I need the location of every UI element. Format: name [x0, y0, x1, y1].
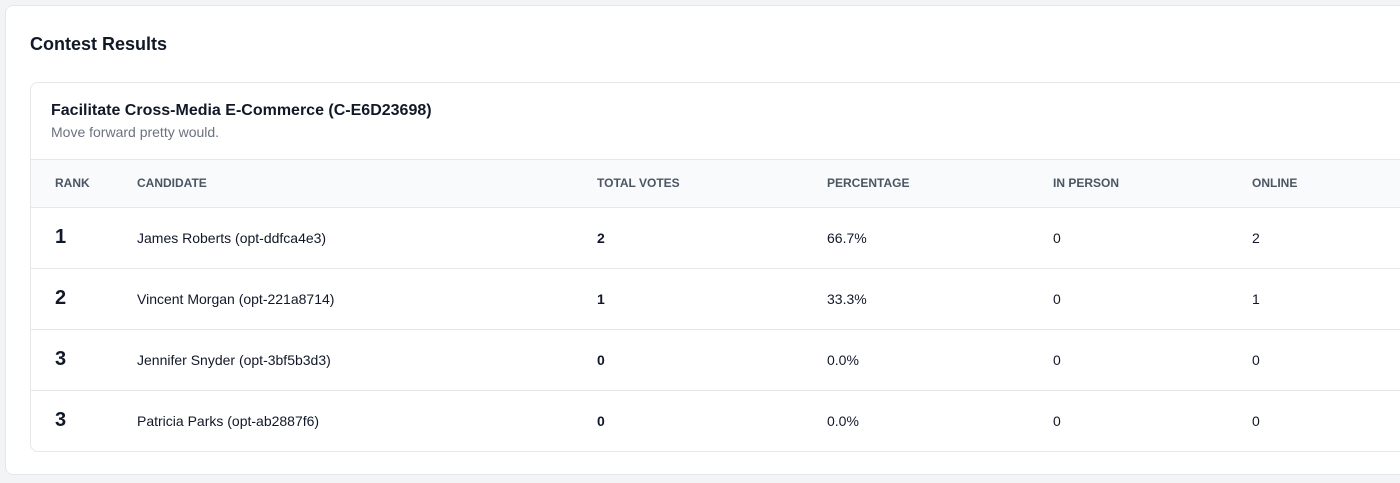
results-table: RANK CANDIDATE TOTAL VOTES PERCENTAGE IN…	[31, 160, 1400, 451]
percentage-cell: 0.0%	[827, 351, 859, 368]
table-row: 3 Jennifer Snyder (opt-3bf5b3d3) 0 0.0% …	[31, 329, 1400, 390]
rank-cell: 3	[55, 409, 67, 432]
contest-header: Facilitate Cross-Media E-Commerce (C-E6D…	[31, 83, 1400, 160]
candidate-cell: Patricia Parks (opt-ab2887f6)	[137, 412, 320, 429]
rank-cell: 1	[55, 226, 67, 248]
results-panel: Contest Results Facilitate Cross-Media E…	[5, 5, 1400, 475]
contest-card: Facilitate Cross-Media E-Commerce (C-E6D…	[30, 82, 1400, 452]
table-row: 3 Patricia Parks (opt-ab2887f6) 0 0.0% 0…	[31, 390, 1400, 451]
total-votes-cell: 1	[597, 290, 605, 307]
in-person-cell: 0	[1053, 412, 1061, 429]
percentage-cell: 33.3%	[827, 290, 867, 307]
in-person-cell: 0	[1053, 290, 1061, 307]
candidate-cell: Jennifer Snyder (opt-3bf5b3d3)	[137, 351, 331, 368]
in-person-cell: 0	[1053, 351, 1061, 368]
online-cell: 1	[1252, 290, 1260, 307]
percentage-column-header: PERCENTAGE	[827, 176, 910, 191]
candidate-cell: James Roberts (opt-ddfca4e3)	[137, 229, 327, 246]
online-cell: 0	[1252, 412, 1260, 429]
in-person-cell: 0	[1053, 229, 1061, 246]
rank-cell: 3	[55, 348, 67, 370]
online-cell: 0	[1252, 351, 1260, 368]
total-votes-column-header: TOTAL VOTES	[597, 176, 680, 191]
total-votes-cell: 0	[597, 351, 605, 368]
page-title: Contest Results	[30, 34, 168, 54]
total-votes-cell: 2	[597, 229, 605, 246]
table-row: 1 James Roberts (opt-ddfca4e3) 2 66.7% 0…	[31, 207, 1400, 268]
rank-column-header: RANK	[55, 176, 90, 191]
online-column-header: ONLINE	[1252, 176, 1298, 191]
contest-subtitle: Move forward pretty would.	[51, 124, 220, 140]
total-votes-cell: 0	[597, 412, 605, 429]
percentage-cell: 0.0%	[827, 412, 859, 429]
table-row: 2 Vincent Morgan (opt-221a8714) 1 33.3% …	[31, 268, 1400, 329]
online-cell: 2	[1252, 229, 1260, 246]
contest-title: Facilitate Cross-Media E-Commerce (C-E6D…	[51, 102, 432, 119]
candidate-cell: Vincent Morgan (opt-221a8714)	[137, 290, 335, 307]
in-person-column-header: IN PERSON	[1053, 176, 1120, 191]
rank-cell: 2	[55, 287, 67, 309]
table-header-row: RANK CANDIDATE TOTAL VOTES PERCENTAGE IN…	[31, 160, 1400, 207]
candidate-column-header: CANDIDATE	[137, 176, 207, 191]
percentage-cell: 66.7%	[827, 229, 867, 246]
